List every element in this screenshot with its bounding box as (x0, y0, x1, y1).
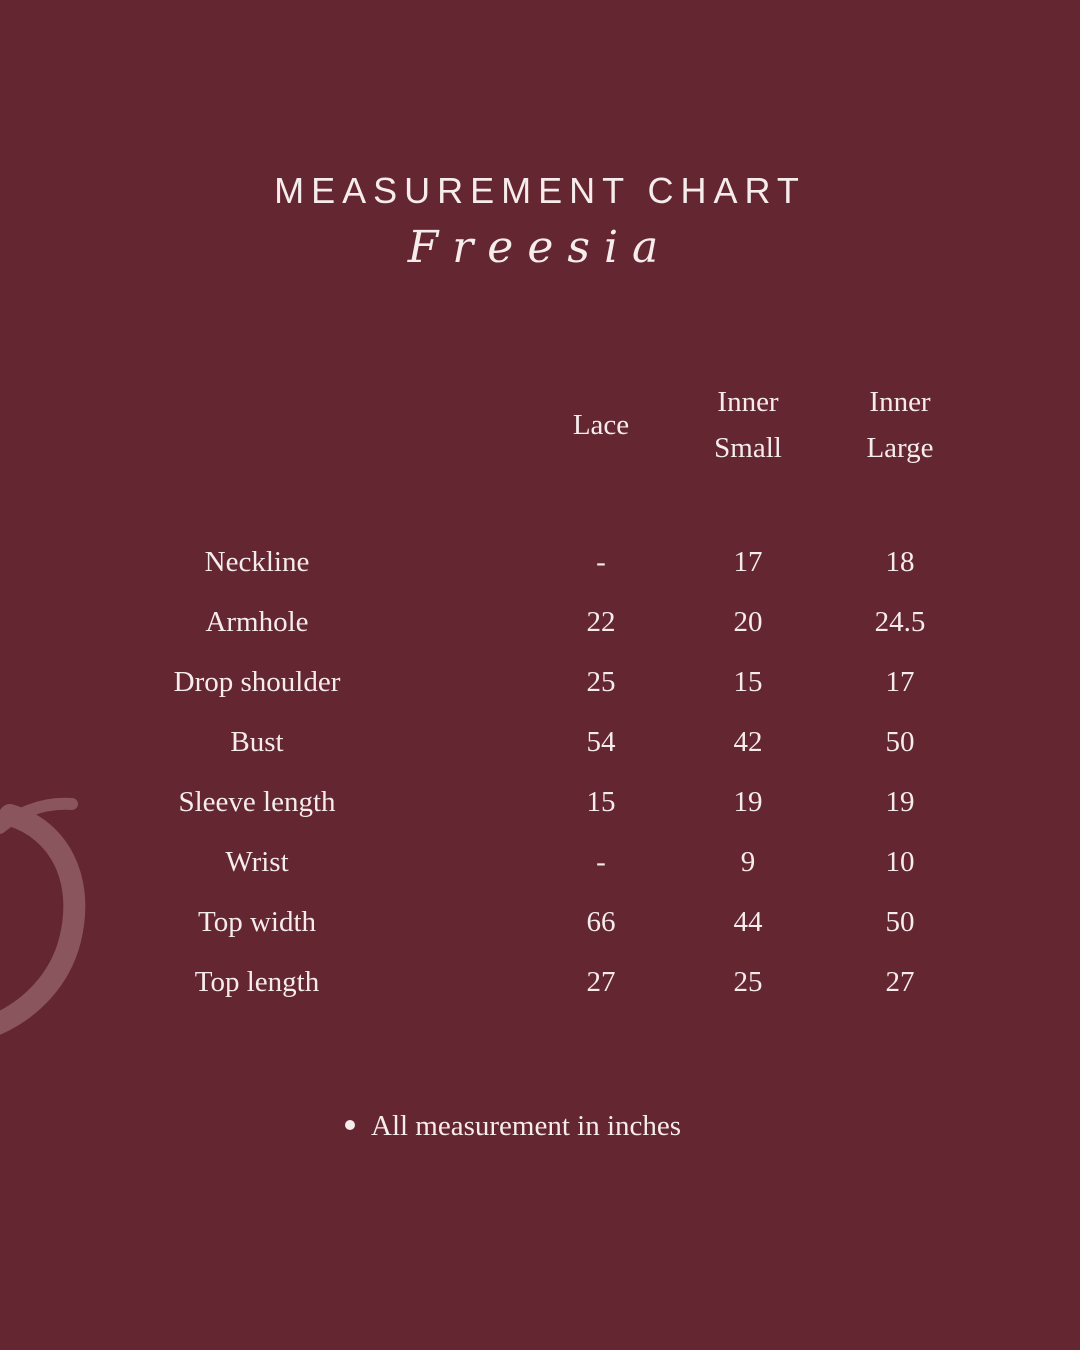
bullet-icon (345, 1120, 355, 1131)
row-label: Neckline (204, 546, 310, 578)
table-cell: 50 (885, 726, 915, 758)
table-cell: 10 (885, 846, 915, 878)
footnote: All measurement in inches (345, 1110, 681, 1143)
page-title: MEASUREMENT CHART (274, 170, 806, 211)
table-cell: 22 (586, 606, 616, 638)
table-cell: 24.5 (874, 606, 926, 638)
table-cell: 17 (885, 666, 915, 698)
table-cell: 15 (586, 786, 616, 818)
table-cell: 42 (733, 726, 763, 758)
page-subtitle: Freesia (407, 222, 673, 273)
footnote-text: All measurement in inches (371, 1110, 682, 1142)
column-header: Lace (572, 409, 630, 441)
row-label: Top length (194, 966, 320, 998)
table-cell: - (596, 546, 606, 578)
table-cell: 19 (733, 786, 763, 818)
column-header-line1: Inner (869, 386, 931, 418)
table-cell: 50 (885, 906, 915, 938)
table-cell: 17 (733, 546, 763, 578)
table-cell: 27 (885, 966, 915, 998)
table-cell: 27 (586, 966, 616, 998)
table-cell: 18 (885, 546, 915, 578)
table-cell: 44 (733, 906, 763, 938)
table-cell: 9 (740, 846, 756, 878)
row-label: Sleeve length (178, 786, 336, 818)
row-label: Drop shoulder (173, 666, 341, 698)
table-cell: 15 (733, 666, 763, 698)
column-header-line2: Large (866, 432, 934, 464)
decorative-swirl-icon (0, 797, 86, 1035)
table-cell: 20 (733, 606, 763, 638)
table-cell: 54 (586, 726, 616, 758)
table-cell: 25 (733, 966, 763, 998)
row-label: Top width (198, 906, 316, 938)
row-label: Wrist (225, 846, 289, 878)
row-label: Bust (230, 726, 284, 758)
table-cell: 66 (586, 906, 616, 938)
column-header-line2: Small (714, 432, 782, 464)
table-cell: 25 (586, 666, 616, 698)
column-header-line1: Inner (717, 386, 779, 418)
row-label: Armhole (205, 606, 309, 638)
table-cell: 19 (885, 786, 915, 818)
table-cell: - (596, 846, 606, 878)
